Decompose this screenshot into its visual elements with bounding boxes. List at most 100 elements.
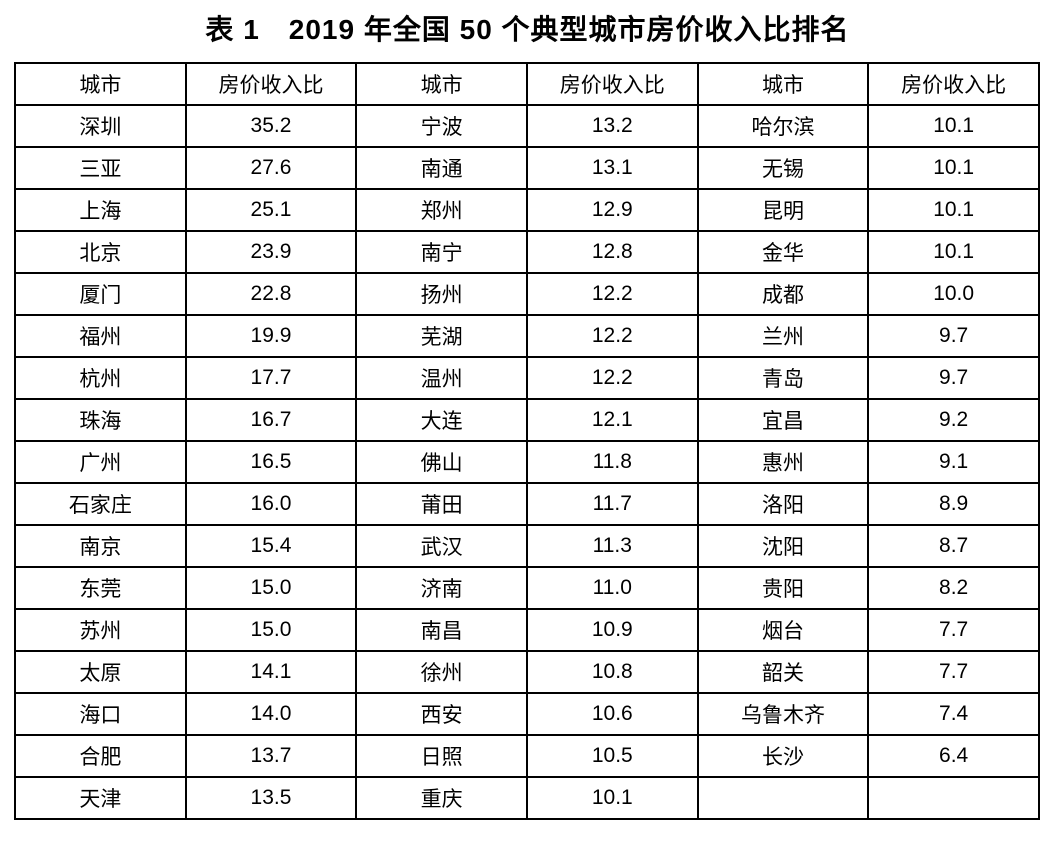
city-cell: 宁波: [355, 104, 528, 148]
ratio-cell: 10.5: [525, 734, 699, 778]
table-row: 三亚 27.6 南通 13.1 无锡 10.1: [14, 146, 1040, 190]
city-cell: 长沙: [696, 734, 870, 778]
city-cell: 沈阳: [696, 524, 870, 568]
ratio-cell: 13.1: [525, 146, 699, 190]
ratio-cell: 22.8: [184, 272, 358, 316]
header-row: 城市 房价收入比 城市 房价收入比 城市 房价收入比: [14, 62, 1040, 106]
city-cell: 徐州: [355, 650, 528, 694]
ratio-cell: 11.7: [525, 482, 699, 526]
ratio-cell: 7.7: [867, 608, 1040, 652]
table-row: 杭州 17.7 温州 12.2 青岛 9.7: [14, 356, 1040, 400]
table-row: 南京 15.4 武汉 11.3 沈阳 8.7: [14, 524, 1040, 568]
ratio-cell: 10.1: [867, 230, 1040, 274]
column-header-city: 城市: [355, 62, 528, 106]
city-cell: 贵阳: [696, 566, 870, 610]
city-cell: 惠州: [696, 440, 870, 484]
city-cell: 佛山: [355, 440, 528, 484]
city-cell: 南昌: [355, 608, 528, 652]
ratio-cell: 13.2: [525, 104, 699, 148]
city-cell: 上海: [14, 188, 187, 232]
city-cell: 兰州: [696, 314, 870, 358]
city-cell: 三亚: [14, 146, 187, 190]
ratio-cell: 15.0: [184, 566, 358, 610]
city-cell: 大连: [355, 398, 528, 442]
table-body: 深圳 35.2 宁波 13.2 哈尔滨 10.1 三亚 27.6 南通 13.1 无锡 10.1 上海 2…: [14, 104, 1040, 820]
ratio-cell: 7.4: [867, 692, 1040, 736]
ratio-cell: 10.1: [525, 776, 699, 820]
ratio-cell: 35.2: [184, 104, 358, 148]
ratio-cell: 9.7: [867, 314, 1040, 358]
ratio-cell: 19.9: [184, 314, 358, 358]
city-cell: 乌鲁木齐: [696, 692, 870, 736]
ratio-cell: 11.8: [525, 440, 699, 484]
ratio-cell: 16.7: [184, 398, 358, 442]
ratio-cell: 10.8: [525, 650, 699, 694]
table-row: 石家庄 16.0 莆田 11.7 洛阳 8.9: [14, 482, 1040, 526]
city-cell: 厦门: [14, 272, 187, 316]
ratio-cell: 10.6: [525, 692, 699, 736]
column-header-ratio: 房价收入比: [867, 62, 1040, 106]
city-cell: 芜湖: [355, 314, 528, 358]
city-cell: 珠海: [14, 398, 187, 442]
ratio-cell: 6.4: [867, 734, 1040, 778]
city-cell: 成都: [696, 272, 870, 316]
city-cell: 西安: [355, 692, 528, 736]
ratio-cell: 11.3: [525, 524, 699, 568]
city-cell: 南京: [14, 524, 187, 568]
city-cell: 东莞: [14, 566, 187, 610]
ratio-cell: 12.2: [525, 356, 699, 400]
page-title: 表 1 2019 年全国 50 个典型城市房价收入比排名: [205, 14, 850, 45]
ratio-cell: 10.1: [867, 146, 1040, 190]
city-cell: 南宁: [355, 230, 528, 274]
ratio-cell: 13.5: [184, 776, 358, 820]
ratio-cell: 11.0: [525, 566, 699, 610]
city-cell: 武汉: [355, 524, 528, 568]
city-cell: 重庆: [355, 776, 528, 820]
column-header-city: 城市: [696, 62, 870, 106]
ratio-cell: 15.4: [184, 524, 358, 568]
table-row: 深圳 35.2 宁波 13.2 哈尔滨 10.1: [14, 104, 1040, 148]
ratio-cell: 14.0: [184, 692, 358, 736]
city-cell: 广州: [14, 440, 187, 484]
city-cell: 日照: [355, 734, 528, 778]
table-row: 苏州 15.0 南昌 10.9 烟台 7.7: [14, 608, 1040, 652]
column-header-city: 城市: [14, 62, 187, 106]
city-cell: 太原: [14, 650, 187, 694]
ratio-cell: 10.1: [867, 104, 1040, 148]
city-cell: 莆田: [355, 482, 528, 526]
ratio-cell: 9.2: [867, 398, 1040, 442]
ranking-table: 城市 房价收入比 城市 房价收入比 城市 房价收入比 深圳 35.2 宁波 13.2 哈尔滨 10.…: [14, 62, 1040, 820]
city-cell: 北京: [14, 230, 187, 274]
city-cell: 青岛: [696, 356, 870, 400]
city-cell: 苏州: [14, 608, 187, 652]
table-row: 福州 19.9 芜湖 12.2 兰州 9.7: [14, 314, 1040, 358]
city-cell: 哈尔滨: [696, 104, 870, 148]
ratio-cell: 12.2: [525, 314, 699, 358]
ratio-cell: 17.7: [184, 356, 358, 400]
city-cell: 石家庄: [14, 482, 187, 526]
ratio-cell: 13.7: [184, 734, 358, 778]
city-cell: 深圳: [14, 104, 187, 148]
table-row: 海口 14.0 西安 10.6 乌鲁木齐 7.4: [14, 692, 1040, 736]
ratio-cell: [867, 776, 1040, 820]
city-cell: 济南: [355, 566, 528, 610]
ratio-cell: 12.9: [525, 188, 699, 232]
ratio-cell: 10.9: [525, 608, 699, 652]
table-header: 城市 房价收入比 城市 房价收入比 城市 房价收入比: [14, 62, 1040, 106]
city-cell: 海口: [14, 692, 187, 736]
city-cell: 合肥: [14, 734, 187, 778]
ratio-cell: 7.7: [867, 650, 1040, 694]
city-cell: 南通: [355, 146, 528, 190]
ratio-cell: 15.0: [184, 608, 358, 652]
column-header-ratio: 房价收入比: [525, 62, 699, 106]
ratio-cell: 8.9: [867, 482, 1040, 526]
column-header-ratio: 房价收入比: [184, 62, 358, 106]
ratio-cell: 16.0: [184, 482, 358, 526]
ratio-cell: 12.1: [525, 398, 699, 442]
ratio-cell: 16.5: [184, 440, 358, 484]
city-cell: 洛阳: [696, 482, 870, 526]
table-row: 太原 14.1 徐州 10.8 韶关 7.7: [14, 650, 1040, 694]
ratio-cell: 23.9: [184, 230, 358, 274]
city-cell: 韶关: [696, 650, 870, 694]
ratio-cell: 10.1: [867, 188, 1040, 232]
